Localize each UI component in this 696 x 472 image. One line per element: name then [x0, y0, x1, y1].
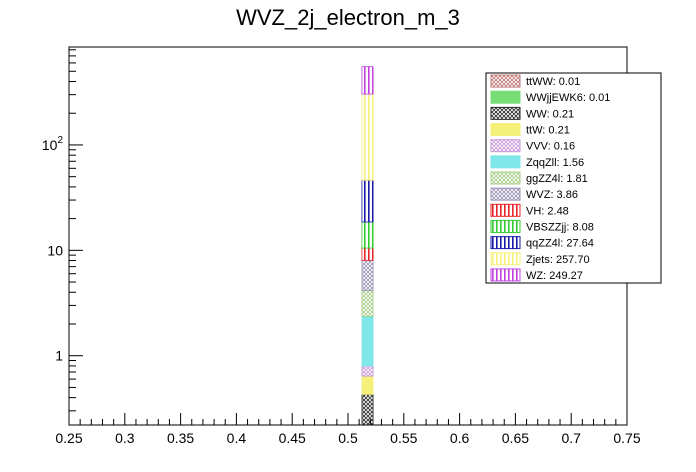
- stacked-bars: [361, 66, 374, 426]
- legend-swatch: [490, 203, 521, 217]
- legend-entry: ZqqZll: 1.56: [526, 157, 584, 169]
- chart-title: WVZ_2j_electron_m_3: [236, 5, 460, 30]
- x-tick-label: 0.3: [115, 430, 135, 446]
- bar-segment-7: [361, 259, 374, 291]
- y-tick-label: 1: [55, 348, 63, 364]
- x-axis: 0.25 0.3 0.35 0.4 0.45 0.5 0.55 0.6 0.65 0.7 0.75: [55, 413, 641, 446]
- legend-entry: ttW: 0.21: [526, 125, 570, 137]
- legend-swatch: [490, 139, 521, 153]
- bar-segment-5: [361, 316, 374, 367]
- legend-swatch: [490, 171, 521, 185]
- legend: ttWW: 0.01 WWjjEWK6: 0.01 WW: 0.21 ttW: 0.2…: [485, 72, 662, 284]
- y-tick-label: 102: [42, 135, 64, 153]
- legend-swatch: [490, 236, 521, 250]
- bar-segment-10: [361, 179, 374, 223]
- x-tick-label: 0.35: [167, 430, 194, 446]
- x-tick-label: 0.65: [502, 430, 529, 446]
- y-tick-label: 10: [47, 242, 63, 258]
- legend-entry: WWjjEWK6: 0.01: [526, 92, 610, 104]
- x-tick-label: 0.25: [55, 430, 82, 446]
- legend-entry: Zjets: 257.70: [526, 254, 590, 266]
- legend-entry: WVZ: 3.86: [526, 189, 578, 201]
- x-tick-label: 0.4: [227, 430, 247, 446]
- legend-swatch: [490, 155, 521, 169]
- x-tick-label: 0.75: [613, 430, 640, 446]
- legend-swatch: [490, 187, 521, 201]
- x-tick-label: 0.6: [450, 430, 470, 446]
- bar-segment-12: [361, 66, 374, 95]
- bar-segment-2: [361, 393, 374, 426]
- bar-segment-4: [361, 365, 374, 377]
- x-tick-label: 0.5: [338, 430, 358, 446]
- legend-entry: WW: 0.21: [526, 108, 574, 120]
- legend-entry: ggZZ4l: 1.81: [526, 173, 588, 185]
- legend-swatch: [490, 123, 521, 137]
- bar-segment-6: [361, 289, 374, 317]
- bar-segment-8: [361, 247, 374, 261]
- legend-swatch: [490, 90, 521, 104]
- x-tick-label: 0.7: [561, 430, 581, 446]
- legend-entry: VH: 2.48: [526, 205, 569, 217]
- legend-swatch: [490, 252, 521, 266]
- legend-entry: WZ: 249.27: [526, 270, 583, 282]
- legend-swatch: [490, 268, 521, 282]
- legend-swatch: [490, 106, 521, 120]
- y-axis: 1 10 102: [42, 49, 83, 412]
- legend-swatch: [490, 219, 521, 233]
- legend-entry: VBSZZjj: 8.08: [526, 221, 594, 233]
- bar-segment-11: [361, 93, 374, 181]
- legend-entry: qqZZ4l: 27.64: [526, 238, 594, 250]
- bar-segment-3: [361, 375, 374, 395]
- legend-entry: VVV: 0.16: [526, 141, 575, 153]
- x-tick-label: 0.45: [279, 430, 306, 446]
- legend-swatch: [490, 74, 521, 88]
- legend-entry: ttWW: 0.01: [526, 76, 580, 88]
- x-tick-label: 0.55: [390, 430, 417, 446]
- bar-segment-9: [361, 221, 374, 249]
